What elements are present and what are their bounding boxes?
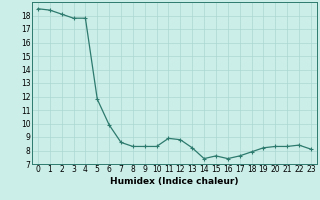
X-axis label: Humidex (Indice chaleur): Humidex (Indice chaleur) (110, 177, 239, 186)
